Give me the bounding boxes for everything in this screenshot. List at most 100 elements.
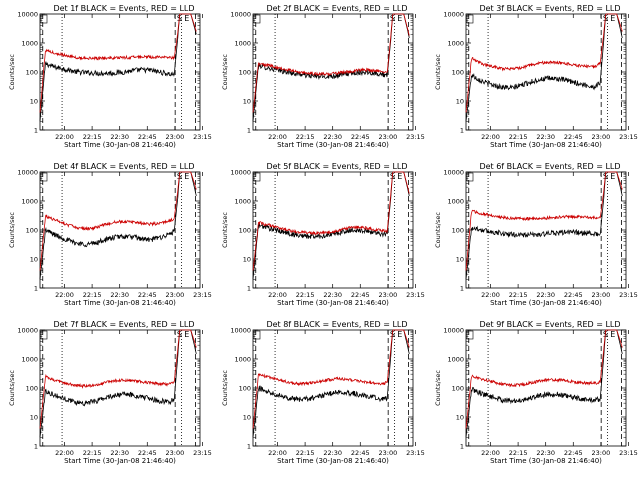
corner-box [253,172,261,182]
events-series-line [252,13,410,122]
y-tick-label: 1000 [234,356,251,364]
lld-series-line [465,329,623,429]
x-tick-label: 22:00 [55,291,74,299]
panel-det-2f: Det 2f BLACK = Events, RED = LLD 1 10 100 10… [221,4,425,149]
x-tick-label: 23:15 [193,133,212,141]
plot-frame [39,171,201,289]
x-tick-label: 23:15 [406,449,425,457]
x-tick-label: 22:30 [536,449,555,457]
lld-series-line [252,13,410,113]
marker-e-label: E [397,330,402,339]
x-tick-label: 23:15 [193,449,212,457]
y-tick-label: 1 [247,285,251,293]
y-tick-label: 1 [460,443,464,451]
x-tick-label: 23:15 [193,291,212,299]
marker-e-label: E [610,172,615,181]
x-tick-label: 22:15 [83,133,102,141]
x-tick-label: 22:30 [536,133,555,141]
x-tick-label: 23:00 [591,291,610,299]
y-tick-label: 10000 [230,11,251,19]
panel-title: Det 4f BLACK = Events, RED = LLD [53,162,194,171]
x-tick-label: 23:15 [406,133,425,141]
x-axis-label: Start Time (30-Jan-08 21:46:40) [490,299,602,307]
corner-box [253,330,261,340]
y-tick-label: 1000 [447,198,464,206]
x-tick-label: 22:30 [110,449,129,457]
y-tick-label: 10 [243,414,251,422]
x-tick-label: 23:00 [378,449,397,457]
panel-det-6f: Det 6f BLACK = Events, RED = LLD 1 10 100 10… [434,162,638,307]
x-axis-label: Start Time (30-Jan-08 21:46:40) [64,141,176,149]
x-tick-label: 22:45 [138,291,157,299]
y-axis-label: Counts/sec [221,370,229,406]
y-tick-label: 1 [34,443,38,451]
y-tick-label: 100 [239,69,251,77]
y-axis-label: Counts/sec [221,54,229,90]
y-axis-label: Counts/sec [221,212,229,248]
y-tick-label: 100 [239,385,251,393]
y-tick-label: 10 [30,98,38,106]
y-tick-label: 10 [243,98,251,106]
corner-box [253,14,261,24]
x-tick-label: 22:15 [296,133,315,141]
y-tick-label: 10 [456,414,464,422]
x-tick-label: 22:30 [323,133,342,141]
panel-title: Det 9f BLACK = Events, RED = LLD [479,320,620,329]
x-tick-label: 22:45 [564,133,583,141]
x-tick-label: 23:15 [619,291,638,299]
x-tick-label: 22:00 [55,133,74,141]
corner-box [466,172,474,182]
x-tick-label: 22:30 [323,449,342,457]
events-series-line [39,329,197,438]
panel-det-1f: Det 1f BLACK = Events, RED = LLD 1 10 100 10… [8,4,212,149]
lld-series-line [252,171,410,271]
y-tick-label: 1 [460,127,464,135]
y-axis-label: Counts/sec [8,54,16,90]
x-axis-label: Start Time (30-Jan-08 21:46:40) [64,299,176,307]
x-tick-label: 23:00 [165,291,184,299]
x-tick-label: 22:15 [296,291,315,299]
panel-title: Det 7f BLACK = Events, RED = LLD [53,320,194,329]
x-tick-label: 22:30 [323,291,342,299]
marker-e-label: E [397,14,402,23]
y-tick-label: 1000 [21,198,38,206]
corner-box [40,330,48,340]
x-tick-label: 22:45 [351,449,370,457]
panel-title: Det 3f BLACK = Events, RED = LLD [479,4,620,13]
y-axis-label: Counts/sec [434,212,442,248]
panel-title: Det 8f BLACK = Events, RED = LLD [266,320,407,329]
panel-det-8f: Det 8f BLACK = Events, RED = LLD 1 10 100 10… [221,320,425,465]
x-tick-label: 22:00 [481,449,500,457]
y-tick-label: 10 [30,256,38,264]
panel-det-5f: Det 5f BLACK = Events, RED = LLD 1 10 100 10… [221,162,425,307]
y-tick-label: 10000 [17,11,38,19]
x-tick-label: 22:00 [481,133,500,141]
y-tick-label: 100 [26,385,38,393]
events-series-line [39,171,197,280]
x-tick-label: 23:00 [378,291,397,299]
lld-series-line [465,13,623,113]
panel-title: Det 6f BLACK = Events, RED = LLD [479,162,620,171]
y-tick-label: 10 [243,256,251,264]
x-tick-label: 22:30 [110,133,129,141]
x-tick-label: 22:00 [268,133,287,141]
y-axis-label: Counts/sec [434,54,442,90]
x-tick-label: 22:15 [83,449,102,457]
x-axis-label: Start Time (30-Jan-08 21:46:40) [277,141,389,149]
y-tick-label: 1 [247,127,251,135]
x-tick-label: 22:15 [83,291,102,299]
marker-e-label: E [184,172,189,181]
corner-box [40,172,48,182]
plot-frame [39,329,201,447]
y-tick-label: 10000 [230,327,251,335]
y-tick-label: 1 [34,285,38,293]
y-tick-label: 10 [456,98,464,106]
y-tick-label: 1000 [234,198,251,206]
x-tick-label: 22:00 [268,449,287,457]
y-tick-label: 10000 [17,327,38,335]
panel-title: Det 2f BLACK = Events, RED = LLD [266,4,407,13]
x-tick-label: 22:00 [55,449,74,457]
y-tick-label: 10000 [17,169,38,177]
events-series-line [39,13,197,122]
